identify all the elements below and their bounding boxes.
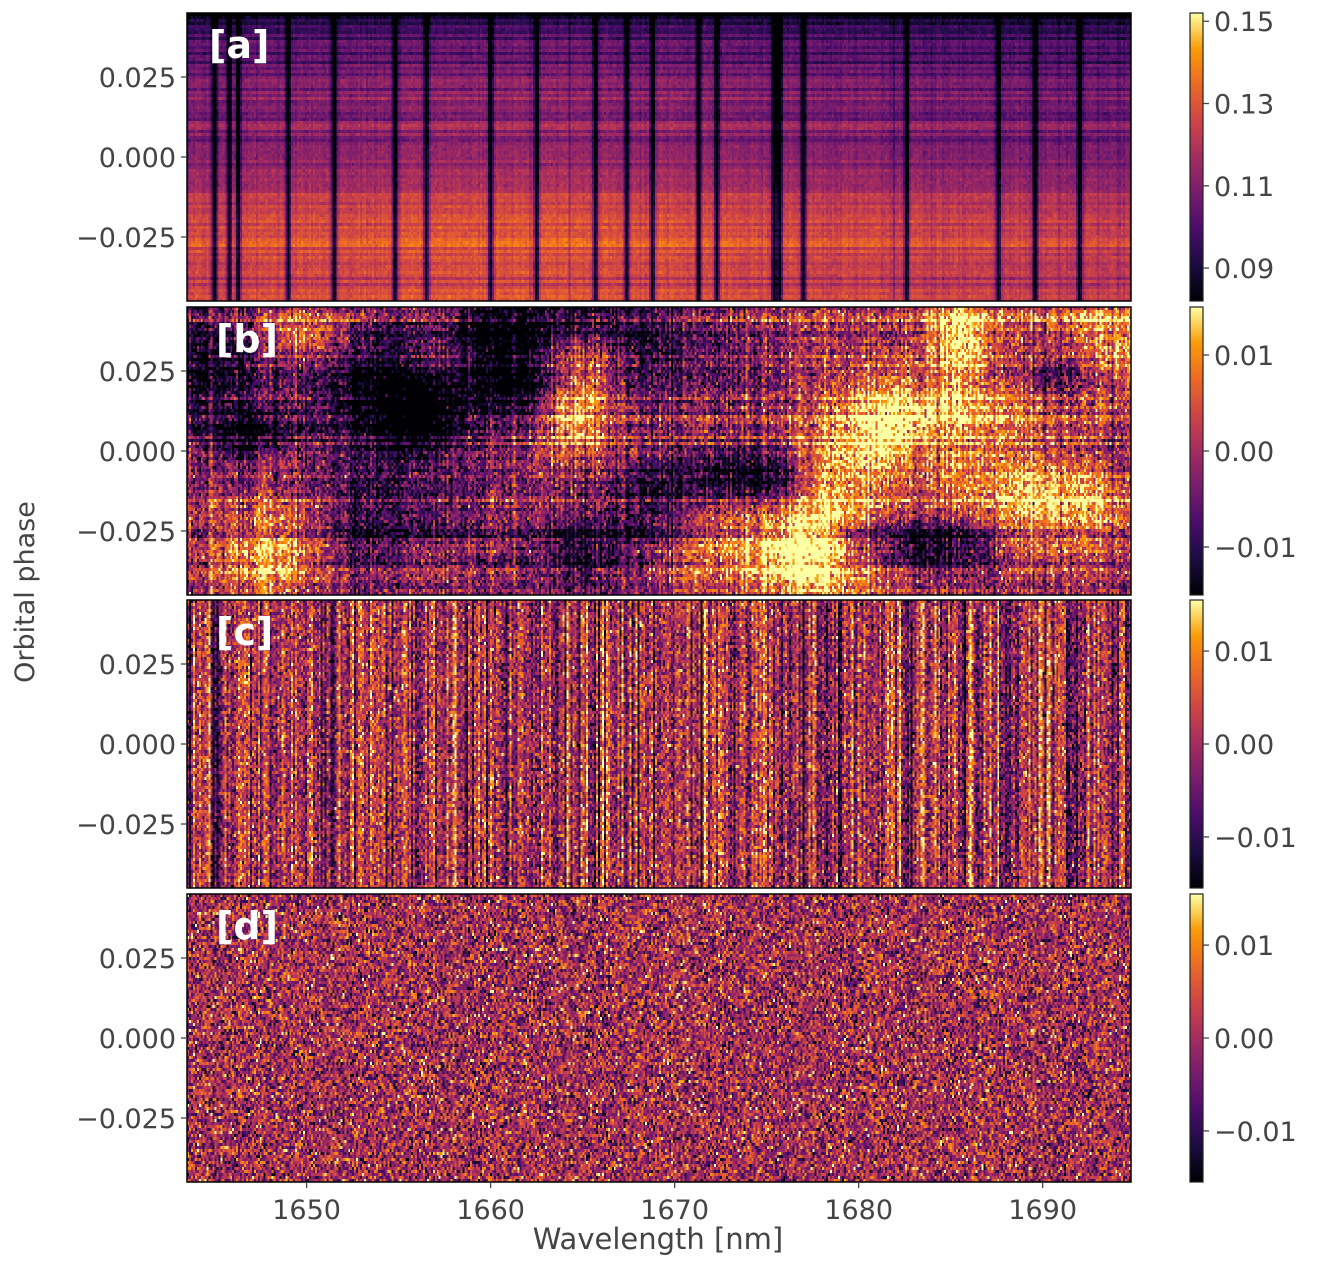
- colorbar-tick-label: −0.01: [1214, 823, 1297, 854]
- colorbar-tick-label: 0.01: [1214, 931, 1274, 962]
- panel-d: [d]: [186, 893, 1132, 1183]
- panel-label: [c]: [216, 610, 273, 654]
- colorbar-tick-label: −0.01: [1214, 1117, 1297, 1148]
- panel-a: [a]: [186, 12, 1132, 302]
- x-tick-label: 1650: [272, 1195, 341, 1226]
- panel-b: [b]: [186, 306, 1132, 596]
- colorbar-b: 0.01 0.00 −0.01: [1189, 306, 1297, 596]
- colorbar-tick-label: 0.00: [1214, 437, 1274, 468]
- y-tick-label: −0.025: [76, 1104, 176, 1135]
- colorbar-tick-label: 0.11: [1214, 172, 1274, 203]
- x-tick-label: 1680: [824, 1195, 893, 1226]
- colorbar-tick-label: 0.00: [1214, 1024, 1274, 1055]
- colorbar-gradient: [1189, 893, 1204, 1183]
- heatmap-image-d: [187, 894, 1131, 1182]
- y-tick-label: 0.000: [99, 730, 176, 761]
- y-tick-label: 0.025: [99, 944, 176, 975]
- y-tick-label: 0.000: [99, 437, 176, 468]
- panel-label: [b]: [216, 317, 278, 361]
- y-tick-label: −0.025: [76, 517, 176, 548]
- y-axis-label: Orbital phase: [10, 501, 41, 683]
- colorbar-tick-label: 0.09: [1214, 254, 1274, 285]
- y-tick-label: 0.025: [99, 650, 176, 681]
- y-tick-label: 0.025: [99, 63, 176, 94]
- x-tick-label: 1660: [456, 1195, 525, 1226]
- x-tick-label: 1690: [1008, 1195, 1077, 1226]
- y-tick-label: 0.000: [99, 1024, 176, 1055]
- panel-c: [c]: [186, 599, 1132, 889]
- heatmap-image-a: [187, 13, 1131, 301]
- x-tick-label: 1670: [640, 1195, 709, 1226]
- colorbar-tick-label: 0.00: [1214, 730, 1274, 761]
- colorbar-gradient: [1189, 12, 1204, 302]
- colorbar-a: 0.15 0.13 0.11 0.09: [1189, 7, 1274, 302]
- colorbar-d: 0.01 0.00 −0.01: [1189, 893, 1297, 1183]
- y-tick-label: −0.025: [76, 810, 176, 841]
- colorbar-tick-label: −0.01: [1214, 533, 1297, 564]
- heatmap-image-b: [187, 307, 1131, 595]
- panel-label: [d]: [216, 904, 278, 948]
- colorbar-c: 0.01 0.00 −0.01: [1189, 599, 1297, 889]
- colorbar-gradient: [1189, 599, 1204, 889]
- panel-label: [a]: [209, 23, 269, 67]
- colorbar-tick-label: 0.01: [1214, 637, 1274, 668]
- colorbar-tick-label: 0.13: [1214, 90, 1274, 121]
- y-tick-label: −0.025: [76, 223, 176, 254]
- colorbar-tick-label: 0.01: [1214, 341, 1274, 372]
- colorbar-tick-label: 0.15: [1214, 7, 1274, 38]
- x-axis-label: Wavelength [nm]: [533, 1222, 784, 1256]
- y-tick-label: 0.025: [99, 357, 176, 388]
- y-tick-label: 0.000: [99, 143, 176, 174]
- colorbar-gradient: [1189, 306, 1204, 596]
- heatmap-image-c: [187, 600, 1131, 888]
